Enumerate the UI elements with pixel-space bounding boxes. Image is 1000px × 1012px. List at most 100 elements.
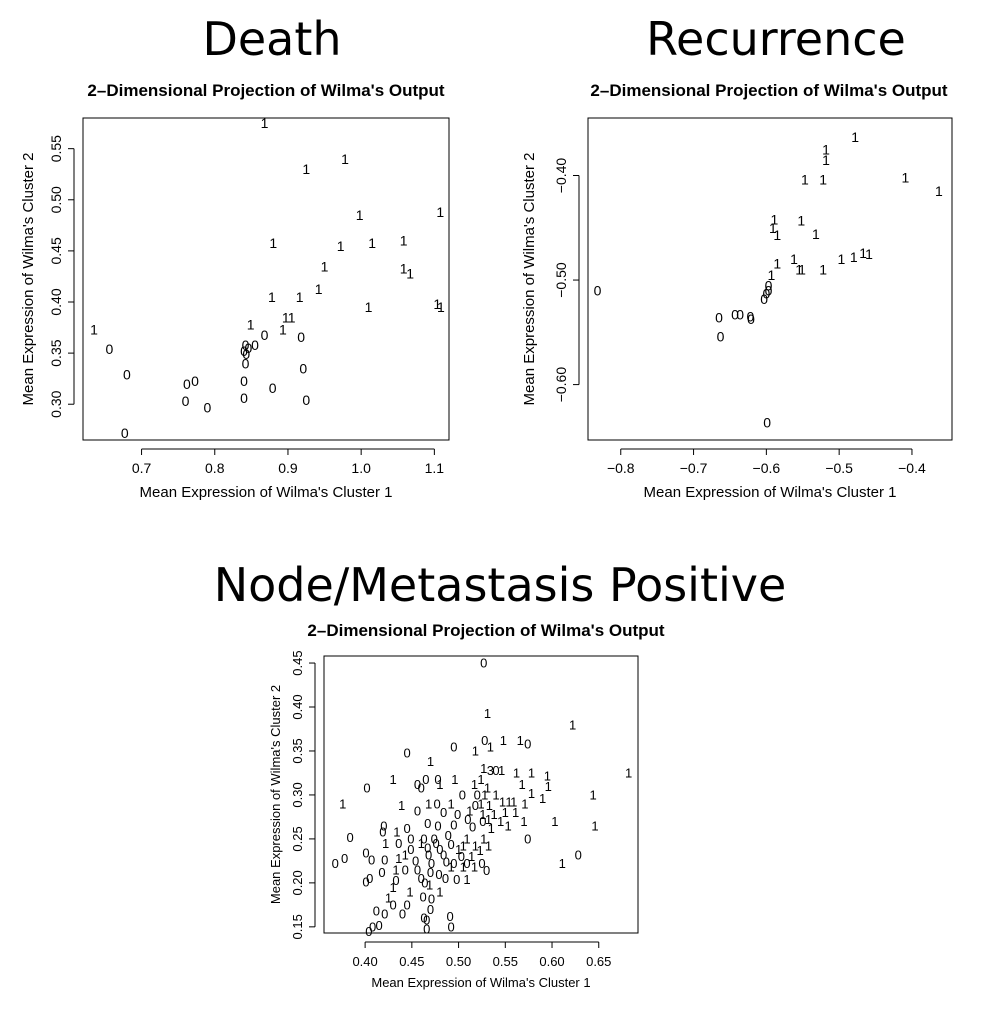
- data-point-0: 0: [347, 830, 354, 845]
- y-tick-label: 0.45: [290, 650, 305, 675]
- data-point-0: 0: [715, 310, 723, 326]
- y-tick-label: 0.45: [48, 237, 64, 264]
- data-point-0: 0: [240, 373, 248, 389]
- chart-title-death: 2–Dimensional Projection of Wilma's Outp…: [87, 81, 445, 100]
- data-point-0: 0: [365, 924, 372, 939]
- data-point-1: 1: [797, 212, 805, 228]
- data-point-0: 0: [362, 846, 369, 861]
- data-point-0: 0: [479, 814, 486, 829]
- data-point-0: 0: [434, 772, 441, 787]
- data-point-1: 1: [393, 825, 400, 840]
- data-point-0: 0: [242, 346, 250, 362]
- data-point-0: 0: [182, 393, 190, 409]
- data-point-1: 1: [859, 245, 867, 261]
- data-point-0: 0: [421, 876, 428, 891]
- data-point-0: 0: [269, 380, 277, 396]
- data-point-1: 1: [769, 220, 777, 236]
- data-point-1: 1: [433, 296, 441, 312]
- data-point-1: 1: [521, 796, 528, 811]
- data-point-1: 1: [466, 803, 473, 818]
- x-axis-label: Mean Expression of Wilma's Cluster 1: [644, 484, 897, 501]
- data-point-1: 1: [504, 818, 511, 833]
- y-tick-label: 0.25: [290, 826, 305, 851]
- y-tick-label: 0.15: [290, 914, 305, 939]
- data-point-0: 0: [445, 828, 452, 843]
- data-point-1: 1: [481, 788, 488, 803]
- data-point-1: 1: [390, 880, 397, 895]
- data-point-0: 0: [105, 341, 113, 357]
- data-point-1: 1: [485, 812, 492, 827]
- data-point-1: 1: [337, 238, 345, 254]
- data-point-0: 0: [450, 856, 457, 871]
- chart-title-recurrence: 2–Dimensional Projection of Wilma's Outp…: [590, 81, 948, 100]
- data-point-1: 1: [544, 768, 551, 783]
- data-point-1: 1: [406, 884, 413, 899]
- data-point-0: 0: [183, 376, 191, 392]
- data-point-1: 1: [302, 161, 310, 177]
- data-point-1: 1: [812, 226, 820, 242]
- data-point-1: 1: [490, 807, 497, 822]
- y-tick-label: −0.60: [553, 367, 569, 403]
- data-point-1: 1: [505, 795, 512, 810]
- data-point-0: 0: [481, 733, 488, 748]
- x-tick-label: 0.50: [446, 954, 471, 969]
- y-axis-label: Mean Expression of Wilma's Cluster 2: [521, 153, 538, 406]
- data-point-1: 1: [837, 251, 845, 267]
- data-point-0: 0: [380, 818, 387, 833]
- data-point-1: 1: [512, 805, 519, 820]
- data-point-1: 1: [485, 839, 492, 854]
- x-tick-label: 0.9: [278, 460, 298, 476]
- data-point-0: 0: [302, 392, 310, 408]
- data-point-0: 0: [425, 847, 432, 862]
- data-point-0: 0: [362, 875, 369, 890]
- data-point-0: 0: [395, 836, 402, 851]
- data-point-1: 1: [279, 322, 287, 338]
- data-point-0: 0: [524, 832, 531, 847]
- data-point-0: 0: [453, 872, 460, 887]
- data-point-0: 0: [368, 853, 375, 868]
- data-point-0: 0: [450, 818, 457, 833]
- data-point-1: 1: [468, 849, 475, 864]
- data-point-0: 0: [480, 656, 487, 671]
- data-point-1: 1: [484, 781, 491, 796]
- data-point-1: 1: [497, 814, 504, 829]
- y-tick-label: 0.50: [48, 186, 64, 213]
- data-point-0: 0: [404, 821, 411, 836]
- data-point-0: 0: [492, 763, 499, 778]
- data-point-0: 0: [436, 842, 443, 857]
- data-point-1: 1: [477, 772, 484, 787]
- data-point-1: 1: [261, 115, 269, 131]
- data-point-0: 0: [381, 853, 388, 868]
- data-point-0: 0: [251, 337, 259, 353]
- data-point-1: 1: [368, 235, 376, 251]
- data-point-1: 1: [865, 246, 873, 262]
- x-axis-label: Mean Expression of Wilma's Cluster 1: [371, 975, 590, 990]
- data-point-1: 1: [822, 152, 830, 168]
- data-point-0: 0: [423, 912, 430, 927]
- data-point-1: 1: [499, 795, 506, 810]
- data-point-0: 0: [440, 805, 447, 820]
- data-point-0: 0: [433, 796, 440, 811]
- data-point-1: 1: [436, 204, 444, 220]
- x-tick-label: 1.0: [351, 460, 371, 476]
- data-point-0: 0: [717, 329, 725, 345]
- data-point-1: 1: [268, 289, 276, 305]
- data-point-0: 0: [594, 283, 602, 299]
- data-point-0: 0: [332, 856, 339, 871]
- data-point-1: 1: [90, 322, 98, 338]
- data-point-1: 1: [819, 172, 827, 188]
- data-point-1: 1: [282, 309, 290, 325]
- data-point-0: 0: [341, 851, 348, 866]
- data-point-0: 0: [765, 277, 773, 293]
- data-point-0: 0: [427, 902, 434, 917]
- data-point-0: 0: [428, 891, 435, 906]
- heading-node-metastasis-positive: Node/Metastasis Positive: [213, 558, 787, 612]
- data-point-1: 1: [382, 836, 389, 851]
- x-tick-label: −0.5: [825, 460, 853, 476]
- data-point-0: 0: [412, 854, 419, 869]
- data-point-1: 1: [426, 877, 433, 892]
- heading-recurrence: Recurrence: [646, 12, 906, 66]
- data-point-0: 0: [373, 904, 380, 919]
- data-point-1: 1: [773, 227, 781, 243]
- data-point-1: 1: [798, 262, 806, 278]
